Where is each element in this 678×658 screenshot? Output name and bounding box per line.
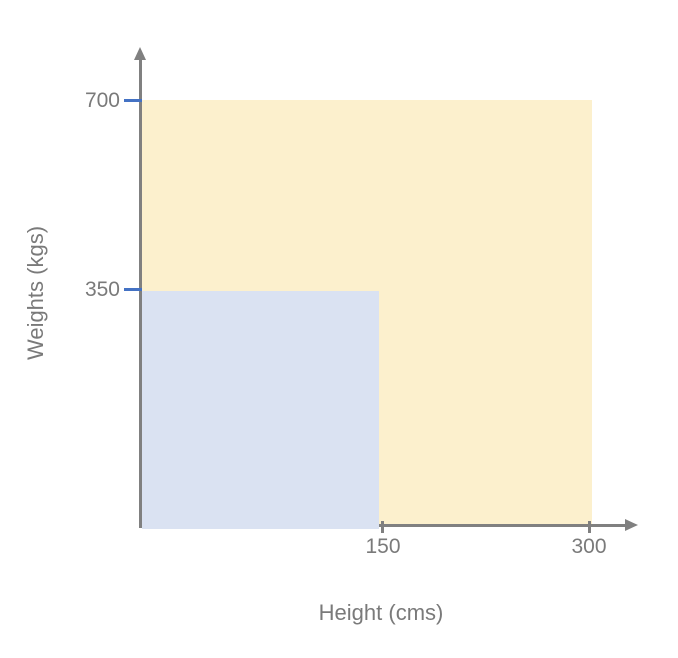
y-tick-label-700: 700 <box>84 89 120 112</box>
y-tick-mark-700 <box>124 99 142 102</box>
x-tick-label-300: 300 <box>571 535 607 558</box>
x-axis-arrow-icon <box>625 519 638 531</box>
x-tick-mark-150 <box>381 521 384 533</box>
x-tick-label-150: 150 <box>365 535 401 558</box>
y-axis-title: Weights (kgs) <box>23 225 48 361</box>
y-tick-mark-350 <box>124 288 142 291</box>
y-axis-line <box>139 58 142 528</box>
x-tick-mark-300 <box>588 521 591 533</box>
x-axis-title: Height (cms) <box>318 600 444 625</box>
inner-region-rect <box>142 291 379 529</box>
y-axis-arrow-icon <box>134 47 146 60</box>
y-tick-label-350: 350 <box>84 278 120 301</box>
